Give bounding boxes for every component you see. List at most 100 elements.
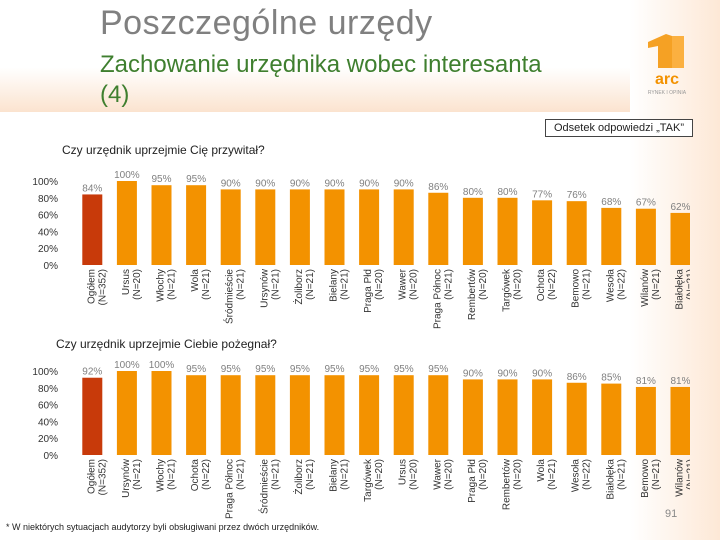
- value-label: 90%: [359, 178, 379, 189]
- bar: [566, 201, 587, 265]
- value-label: 90%: [221, 178, 241, 189]
- chart1-title: Czy urzędnik uprzejmie Cię przywitał?: [62, 143, 265, 157]
- value-label: 77%: [532, 189, 552, 200]
- category-label: Śródmieście(N=21): [223, 269, 247, 324]
- value-label: 90%: [532, 368, 552, 379]
- category-label: Praga Północ(N=21): [225, 459, 247, 519]
- value-label: 90%: [255, 178, 275, 189]
- category-label: Targówek(N=20): [502, 268, 524, 312]
- logo-tagline: RYNEK I OPINIA: [648, 90, 687, 96]
- value-label: 95%: [394, 364, 414, 375]
- value-label: 95%: [255, 364, 275, 375]
- y-tick-label: 60%: [38, 211, 58, 222]
- value-label: 95%: [359, 364, 379, 375]
- value-label: 80%: [463, 187, 483, 198]
- value-label: 90%: [394, 178, 414, 189]
- bar: [532, 200, 553, 265]
- bar: [186, 375, 207, 455]
- category-label: Ursus(N=20): [121, 269, 143, 300]
- bar: [255, 189, 276, 265]
- bar: [462, 379, 483, 455]
- category-label: Żoliborz(N=21): [292, 269, 316, 305]
- y-tick-label: 80%: [38, 384, 58, 395]
- category-label: Wola(N=21): [190, 269, 212, 300]
- y-tick-label: 40%: [38, 417, 58, 428]
- value-label: 90%: [324, 178, 344, 189]
- category-label: Wesoła(N=22): [571, 459, 593, 493]
- bar: [393, 189, 414, 265]
- value-label: 86%: [428, 182, 448, 193]
- bar: [186, 185, 207, 265]
- value-label: 68%: [601, 197, 621, 208]
- category-label: Bielany(N=21): [329, 269, 351, 302]
- value-label: 100%: [114, 170, 140, 181]
- bar: [497, 379, 518, 455]
- bar: [670, 212, 690, 265]
- category-label: Ursus(N=20): [398, 459, 420, 490]
- y-tick-label: 0%: [44, 261, 59, 272]
- bar: [82, 194, 103, 265]
- page-subtitle: Zachowanie urzędnika wobec interesanta (…: [100, 51, 542, 108]
- category-label: Rembertów(N=20): [467, 268, 489, 320]
- bar: [601, 383, 622, 455]
- value-label: 62%: [670, 202, 690, 213]
- bar: [428, 375, 449, 455]
- header-background: [0, 0, 720, 112]
- bar: [116, 181, 137, 265]
- value-label: 95%: [186, 364, 206, 375]
- bar: [393, 375, 414, 455]
- category-label: Ochota(N=22): [190, 459, 212, 492]
- category-label: Praga Płd(N=20): [363, 269, 385, 313]
- value-label: 100%: [149, 360, 175, 371]
- value-label: 95%: [151, 174, 171, 185]
- y-tick-label: 80%: [38, 194, 58, 205]
- bar: [566, 382, 587, 455]
- bar: [635, 208, 656, 265]
- y-tick-label: 20%: [38, 434, 58, 445]
- bar: [497, 197, 518, 265]
- page-title: Poszczególne urzędy: [100, 4, 433, 42]
- category-label: Rembertów(N=20): [502, 458, 524, 510]
- category-label: Bemowo(N=21): [571, 269, 593, 308]
- category-label: Białołęka(N=21): [675, 269, 691, 310]
- category-label: Ochota(N=22): [536, 269, 558, 302]
- bar: [255, 375, 276, 455]
- value-label: 95%: [428, 364, 448, 375]
- value-label: 76%: [567, 190, 587, 201]
- y-tick-label: 100%: [32, 177, 58, 188]
- bar: [289, 375, 310, 455]
- value-label: 90%: [463, 368, 483, 379]
- category-label: Włochy(N=21): [156, 269, 178, 302]
- value-label: 84%: [82, 183, 102, 194]
- category-label: Bielany(N=21): [329, 459, 351, 492]
- bar: [289, 189, 310, 265]
- bar: [116, 371, 137, 455]
- category-label: Praga Płd(N=20): [467, 459, 489, 503]
- y-tick-label: 0%: [44, 451, 59, 462]
- chart1-greeting: 100% 80% 60% 40% 20% 0% 84% Ogółem(N=352) 100% Ur…: [32, 170, 691, 329]
- category-label: Żoliborz(N=21): [292, 459, 316, 495]
- bar: [359, 189, 380, 265]
- bar: [151, 371, 172, 455]
- bar: [670, 386, 690, 455]
- value-label: 80%: [497, 187, 517, 198]
- value-label: 90%: [497, 368, 517, 379]
- bar: [601, 207, 622, 265]
- category-label: Śródmieście(N=21): [257, 459, 281, 514]
- page-number: 91: [665, 508, 678, 520]
- y-tick-label: 60%: [38, 401, 58, 412]
- value-label: 95%: [290, 364, 310, 375]
- bar: [428, 192, 449, 265]
- category-label: Wawer(N=20): [398, 268, 420, 300]
- bar: [220, 375, 241, 455]
- category-label: Wilanów(N=21): [640, 268, 662, 307]
- value-label: 100%: [114, 360, 140, 371]
- category-label: Wola(N=21): [536, 459, 558, 490]
- category-label: Ursynów(N=21): [121, 458, 143, 498]
- bar: [82, 377, 103, 455]
- bar: [635, 386, 656, 455]
- value-label: 67%: [636, 198, 656, 209]
- bar: [532, 379, 553, 455]
- value-label: 92%: [82, 367, 102, 378]
- y-tick-label: 100%: [32, 367, 58, 378]
